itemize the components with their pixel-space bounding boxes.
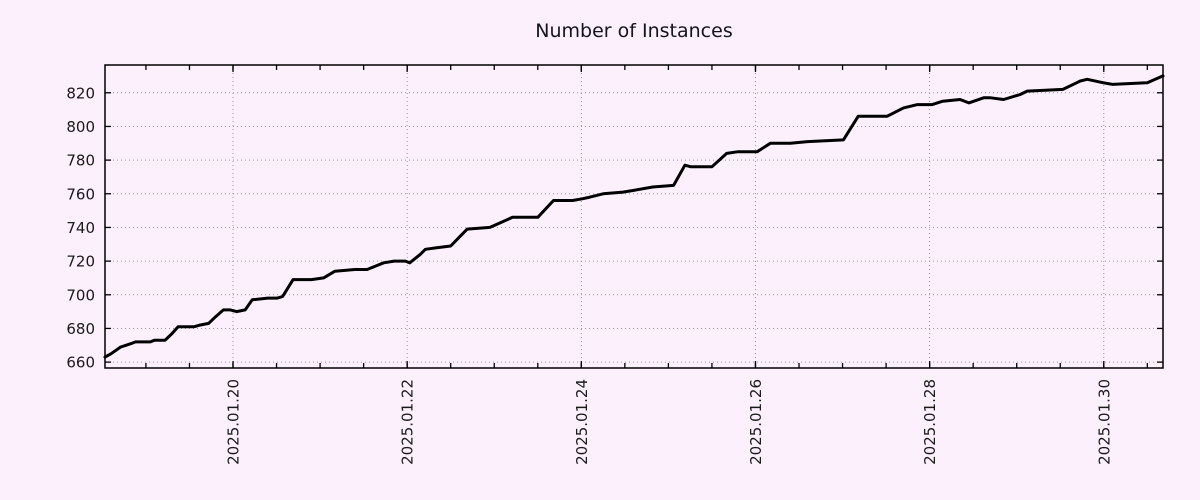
- y-axis-tick-label: 720: [66, 253, 95, 271]
- grid-lines: [105, 65, 1163, 368]
- y-axis-tick-label: 660: [66, 354, 95, 372]
- y-axis-tick-label: 760: [66, 185, 95, 203]
- x-axis-tick-label: 2025.01.28: [921, 379, 939, 465]
- chart-title: Number of Instances: [535, 20, 732, 42]
- axis-labels: 660 680 700 720 740 760 780 800 820 2025.01.20 202…: [66, 84, 1113, 465]
- plot-border: [104, 64, 1164, 369]
- data-series: [103, 74, 1165, 359]
- x-axis-tick-label: 2025.01.26: [747, 379, 765, 465]
- y-axis-tick-label: 700: [66, 286, 95, 304]
- x-axis-tick-label: 2025.01.20: [225, 379, 243, 465]
- plot-border-rect: [104, 64, 1164, 369]
- x-axis-tick-label: 2025.01.24: [573, 379, 591, 465]
- x-axis-tick-label: 2025.01.22: [399, 379, 417, 465]
- axis-ticks: [105, 65, 1163, 368]
- y-axis-tick-label: 780: [66, 152, 95, 170]
- x-axis-tick-label: 2025.01.30: [1095, 379, 1113, 465]
- y-axis-tick-label: 680: [66, 320, 95, 338]
- y-axis-tick-label: 800: [66, 118, 95, 136]
- y-axis-tick-label: 740: [66, 219, 95, 237]
- data-line-instances: [103, 74, 1165, 359]
- y-axis-tick-label: 820: [66, 84, 95, 102]
